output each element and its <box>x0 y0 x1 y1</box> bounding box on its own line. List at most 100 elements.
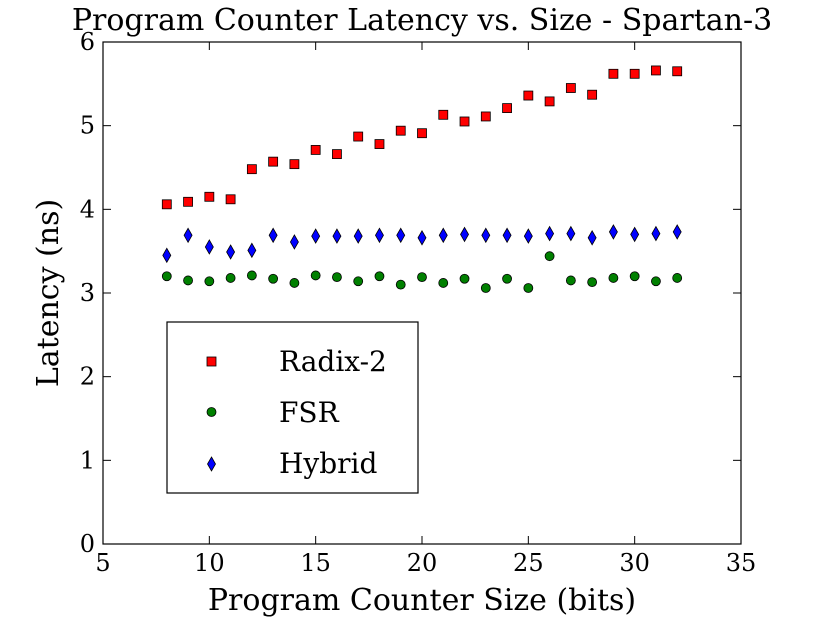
point-fsr <box>289 278 300 288</box>
point-radix-2 <box>353 131 364 142</box>
point-hybrid <box>630 226 640 243</box>
y-tick-label: 0 <box>80 530 95 558</box>
legend-marker-radix-2 <box>206 356 217 367</box>
point-fsr <box>544 251 555 262</box>
point-radix-2 <box>310 145 321 155</box>
point-fsr <box>651 276 661 287</box>
point-radix-2 <box>204 191 215 202</box>
point-radix-2 <box>459 116 470 127</box>
point-fsr <box>395 279 406 290</box>
y-axis-ticks: 0 1 2 3 4 5 6 <box>80 28 741 558</box>
legend-marker-fsr <box>206 407 217 417</box>
point-radix-2 <box>438 109 449 120</box>
point-hybrid <box>587 229 597 246</box>
point-hybrid <box>183 227 193 244</box>
x-axis-ticks: 5 10 15 20 25 30 35 <box>95 42 756 577</box>
x-tick-label: 15 <box>300 549 331 577</box>
point-fsr <box>565 275 576 286</box>
point-fsr <box>417 272 427 283</box>
point-radix-2 <box>672 66 683 77</box>
point-hybrid <box>566 225 576 242</box>
x-tick-label: 30 <box>619 549 650 577</box>
y-tick-label: 1 <box>80 446 95 474</box>
point-radix-2 <box>565 83 576 93</box>
point-hybrid <box>332 228 342 244</box>
point-fsr <box>204 276 215 287</box>
point-fsr <box>672 273 683 283</box>
point-hybrid <box>226 244 236 260</box>
legend-label-hybrid: Hybrid <box>279 447 378 480</box>
point-hybrid <box>545 225 555 242</box>
point-radix-2 <box>544 96 555 107</box>
point-fsr <box>374 271 385 282</box>
point-fsr <box>161 271 172 282</box>
point-radix-2 <box>651 65 661 76</box>
point-radix-2 <box>289 159 300 170</box>
point-radix-2 <box>161 199 172 210</box>
point-fsr <box>629 271 640 282</box>
point-fsr <box>523 283 534 293</box>
point-hybrid <box>481 227 491 244</box>
point-radix-2 <box>502 103 512 113</box>
point-radix-2 <box>395 125 406 136</box>
legend-label-fsr: FSR <box>279 396 340 429</box>
point-fsr <box>502 273 512 284</box>
point-radix-2 <box>629 68 640 79</box>
legend-marker-hybrid <box>207 456 216 472</box>
y-tick-label: 2 <box>80 363 95 391</box>
point-radix-2 <box>480 111 491 122</box>
point-fsr <box>608 273 619 283</box>
point-hybrid <box>289 234 299 250</box>
point-hybrid <box>417 229 427 246</box>
point-hybrid <box>651 225 661 242</box>
x-tick-label: 25 <box>513 549 544 577</box>
point-hybrid <box>353 228 363 244</box>
point-fsr <box>310 270 321 281</box>
x-axis-label: Program Counter Size (bits) <box>208 583 636 618</box>
point-hybrid <box>523 228 533 244</box>
legend-label-radix-2: Radix-2 <box>279 345 387 378</box>
point-fsr <box>225 273 236 283</box>
x-tick-label: 20 <box>407 549 438 577</box>
data-points <box>161 65 683 293</box>
y-axis-label: Latency (ns) <box>31 199 66 387</box>
point-radix-2 <box>417 128 427 139</box>
x-tick-label: 5 <box>95 549 110 577</box>
point-radix-2 <box>225 194 236 205</box>
point-hybrid <box>672 224 682 240</box>
point-hybrid <box>438 227 448 244</box>
point-hybrid <box>247 242 257 259</box>
y-tick-label: 6 <box>80 28 95 56</box>
point-fsr <box>480 283 491 293</box>
chart-title: Program Counter Latency vs. Size - Spart… <box>72 3 772 38</box>
point-hybrid <box>396 227 406 244</box>
point-radix-2 <box>332 149 342 160</box>
point-hybrid <box>608 224 618 240</box>
point-hybrid <box>162 247 172 264</box>
point-hybrid <box>502 227 512 244</box>
point-hybrid <box>375 227 384 244</box>
point-hybrid <box>311 228 321 244</box>
point-radix-2 <box>183 196 193 207</box>
point-fsr <box>438 278 449 288</box>
point-fsr <box>587 277 598 288</box>
point-radix-2 <box>523 90 534 101</box>
x-tick-label: 10 <box>194 549 225 577</box>
point-radix-2 <box>587 89 598 100</box>
point-hybrid <box>460 226 469 243</box>
point-fsr <box>268 273 279 284</box>
legend: Radix-2 FSR Hybrid <box>166 321 419 494</box>
point-radix-2 <box>246 164 257 175</box>
point-radix-2 <box>268 156 279 167</box>
point-hybrid <box>204 239 214 255</box>
y-tick-label: 5 <box>80 112 95 140</box>
point-fsr <box>353 276 364 287</box>
x-tick-label: 35 <box>726 549 757 577</box>
y-tick-label: 4 <box>80 195 95 223</box>
point-fsr <box>459 273 470 284</box>
point-radix-2 <box>608 68 619 79</box>
point-hybrid <box>268 227 278 244</box>
y-tick-label: 3 <box>80 279 95 307</box>
point-fsr <box>332 272 342 283</box>
